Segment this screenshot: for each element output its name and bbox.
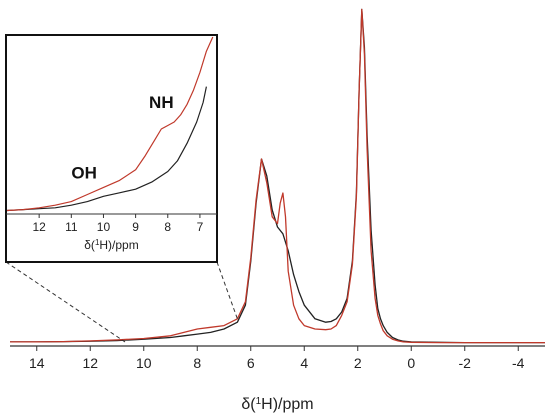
zoom-connector-lines — [5, 261, 238, 343]
main-x-tick-label: 2 — [354, 355, 362, 371]
inset-series-line-1 — [6, 86, 207, 212]
main-series-line-2 — [10, 8, 545, 344]
inset-x-tick-label: 10 — [97, 220, 111, 234]
inset-x-tick-label: 12 — [32, 220, 46, 234]
main-x-tick-label: 0 — [407, 355, 415, 371]
main-x-tick-label: 14 — [29, 355, 45, 371]
inset-x-ticks: 12 11 10 9 8 7 — [32, 214, 204, 234]
main-series-group — [10, 8, 545, 344]
inset-annotation-oh: OH — [71, 164, 97, 183]
main-x-tick-label: 8 — [193, 355, 201, 371]
inset-x-tick-label: 8 — [164, 220, 171, 234]
main-x-tick-label: 10 — [136, 355, 152, 371]
inset-series-line-2 — [6, 36, 214, 212]
main-x-ticks: 14 12 10 8 6 4 2 0 -2 -4 — [29, 346, 525, 371]
main-x-axis-title: δ(1H)/ppm — [241, 396, 313, 414]
main-series-line-1 — [10, 8, 545, 344]
zoom-connector-right — [216, 261, 238, 319]
inset-plot: 12 11 10 9 8 7 δ(1H)/ppm NH OH — [5, 34, 218, 263]
inset-x-tick-label: 11 — [65, 220, 78, 234]
main-x-tick-label: -4 — [512, 355, 525, 371]
inset-annotation-nh: NH — [149, 93, 174, 112]
zoom-connector-left — [5, 261, 126, 343]
main-x-tick-label: 4 — [300, 355, 308, 371]
main-x-tick-label: 12 — [82, 355, 98, 371]
inset-series-group — [6, 36, 214, 212]
main-x-tick-label: -2 — [459, 355, 472, 371]
inset-frame — [5, 34, 218, 263]
inset-x-axis-title: δ(1H)/ppm — [84, 238, 138, 253]
main-x-tick-label: 6 — [247, 355, 255, 371]
inset-x-tick-label: 7 — [197, 220, 204, 234]
inset-annotations: NH OH — [71, 93, 173, 183]
main-plot: 14 12 10 8 6 4 2 0 -2 -4 δ(1H)/ppm — [10, 8, 545, 414]
inset-x-tick-label: 9 — [132, 220, 139, 234]
